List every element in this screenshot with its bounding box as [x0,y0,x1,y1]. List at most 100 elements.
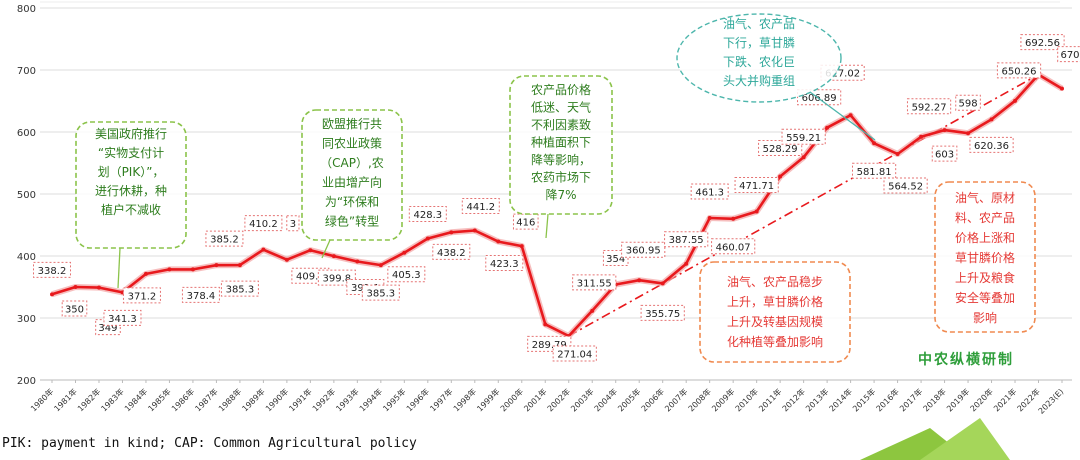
data-label-box [461,197,500,214]
data-label: 592.27 [912,102,947,113]
data-label-box [906,98,952,115]
x-tick-label: 2000年 [498,386,525,413]
data-label: 627.02 [825,69,860,80]
series-line [51,73,1063,338]
data-label: 438.2 [437,248,466,259]
data-point [684,261,689,266]
data-label: 387.55 [669,235,704,246]
x-tick-label: 2003年 [569,386,596,413]
data-label-box [387,266,426,283]
x-tick-label: 2008年 [686,386,713,413]
annotation-line: 划（PIK）”， [98,165,165,179]
x-tick-label: 2012年 [780,386,807,413]
data-label: 428.3 [413,210,442,221]
annotation-line: 价格上涨和 [955,230,1015,245]
data-label: 405.3 [392,270,421,281]
annotation-line: 降等影响， [531,152,591,167]
annotation-line: 化种植等叠加影响 [727,334,823,349]
annotation-pointer [809,91,876,141]
data-label: 460.07 [716,242,751,253]
data-point [96,285,101,290]
data-label: 385.3 [367,289,396,300]
data-label: 598 [958,99,977,110]
x-tick-label: 1987年 [193,386,220,413]
data-label-box [33,261,71,278]
data-point [590,308,595,313]
data-point [284,257,289,262]
data-label-box [664,231,709,248]
annotation-line: 料、农产品 [955,211,1015,225]
data-point [496,239,501,244]
x-tick-label: 1986年 [169,386,196,413]
data-point [989,117,994,122]
watermark: 中农纵横研制 [918,351,1014,368]
data-point [214,263,219,268]
data-point [825,125,830,130]
annotation-line: 种植面积下 [531,135,591,150]
data-label-box [969,136,1014,153]
x-tick-label: 2010年 [733,386,760,413]
y-tick-label: 300 [17,314,36,325]
annotation-line: 不利因素致 [531,118,591,132]
data-label: 423.3 [490,259,519,270]
x-tick-label: 1983年 [99,386,126,413]
data-label: 559.21 [786,133,821,144]
data-point [308,248,313,253]
data-label: 311.55 [577,278,612,289]
data-label: 620.36 [974,141,1009,152]
x-tick-label: 2014年 [827,386,854,413]
data-label: 289.79 [532,340,567,351]
x-tick-label: 1991年 [287,386,314,413]
annotation-line: 上升，草甘膦价格 [727,294,823,309]
data-label: 692.56 [1025,38,1060,49]
data-point [355,259,360,264]
annotation-box [934,181,1036,333]
x-tick-label: 1993年 [334,386,361,413]
annotation-box [509,75,613,215]
annotation-line: 油气、原材 [955,190,1015,205]
data-label: 650.26 [1002,66,1037,77]
data-point [942,128,947,133]
data-label: 341.3 [108,314,137,325]
data-label-box [181,286,220,303]
data-label-box [996,62,1042,79]
annotation-line: 草甘膦价格 [955,250,1015,265]
data-point [872,141,877,146]
data-label-box [621,241,666,258]
data-label: 603 [935,150,954,161]
annotation-box [699,261,851,363]
x-tick-label: 1982年 [75,386,102,413]
data-point [50,292,54,297]
data-label: 416 [516,218,535,229]
data-label-box [1057,46,1080,63]
data-label-box [485,255,524,272]
data-label-box [955,94,981,111]
annotation-box [75,121,187,249]
data-label: 471.71 [739,181,774,192]
annotation-line: 农药市场下 [531,170,591,185]
data-point [519,244,524,249]
x-tick-label: 1985年 [146,386,173,413]
data-label: 354 [606,254,625,265]
y-tick-label: 200 [17,376,36,387]
annotation-line: 安全等叠加 [955,290,1015,305]
footnote: PIK: payment in kind; CAP: Common Agricu… [2,436,417,451]
annotation-pointer [321,239,331,259]
data-label-box [205,230,244,247]
annotation-line: 下行，草甘膦 [723,35,795,50]
trend-line-dashdot [568,73,1039,337]
annotation-line: 下跌、农化巨 [723,54,795,69]
data-point [895,151,900,156]
annotation-line: 业由增产向 [322,175,382,190]
data-label: 461.3 [695,187,724,198]
data-label: 350 [65,305,84,316]
data-label: 385.2 [210,235,239,246]
data-label: 271.04 [557,349,592,360]
x-tick-label: 1999年 [475,386,502,413]
data-point [707,215,712,220]
data-point [73,285,78,289]
